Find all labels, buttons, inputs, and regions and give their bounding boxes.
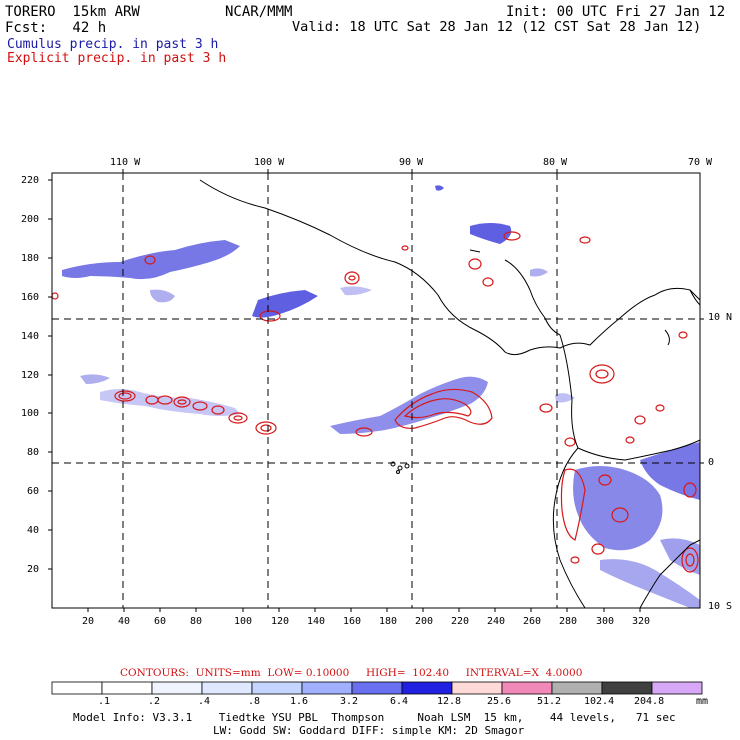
- colorbar-label: .1: [98, 696, 111, 707]
- forecast-hour: Fcst: 42 h: [5, 20, 107, 36]
- lat-lon-grid: [52, 173, 700, 608]
- x-tick: 180: [379, 616, 398, 627]
- y-tick: 120: [21, 370, 40, 381]
- tick-marks: [48, 169, 704, 612]
- y-tick: 160: [21, 292, 40, 303]
- valid-time: Valid: 18 UTC Sat 28 Jan 12 (12 CST Sat …: [292, 19, 702, 35]
- colorbar-label: 6.4: [390, 696, 409, 707]
- x-tick: 200: [415, 616, 434, 627]
- explicit-precip-contours: [51, 231, 699, 573]
- map-frame: [51, 172, 701, 609]
- colorbar-unit: mm: [696, 696, 709, 707]
- init-time: Init: 00 UTC Fri 27 Jan 12: [506, 4, 726, 20]
- lon-label-80w: 80 W: [543, 157, 568, 168]
- colorbar-swatch: [351, 681, 403, 695]
- y-tick: 20: [27, 564, 40, 575]
- x-tick: 260: [523, 616, 542, 627]
- lat-label-10n: 10 N: [708, 312, 733, 323]
- x-tick: 160: [343, 616, 362, 627]
- cumulus-legend: Cumulus precip. in past 3 h: [7, 37, 219, 52]
- model-title: TORERO 15km ARW: [5, 4, 140, 20]
- colorbar-label: 3.2: [340, 696, 359, 707]
- x-tick: 120: [271, 616, 290, 627]
- explicit-legend: Explicit precip. in past 3 h: [7, 51, 227, 66]
- x-tick: 220: [451, 616, 470, 627]
- x-tick: 280: [559, 616, 578, 627]
- colorbar-swatch: [301, 681, 353, 695]
- x-tick: 320: [632, 616, 651, 627]
- colorbar-label: 1.6: [290, 696, 309, 707]
- colorbar-swatch: [451, 681, 503, 695]
- lon-label-100w: 100 W: [254, 157, 285, 168]
- colorbar-label: 102.4: [584, 696, 615, 707]
- colorbar-swatch: [401, 681, 453, 695]
- x-tick: 240: [487, 616, 506, 627]
- coastlines: [199, 179, 701, 609]
- colorbar-swatch: [501, 681, 553, 695]
- lat-label-10s: 10 S: [708, 601, 733, 612]
- y-tick: 140: [21, 331, 40, 342]
- colorbar-label: 51.2: [537, 696, 562, 707]
- y-tick: 220: [21, 175, 40, 186]
- lon-label-70w: 70 W: [688, 157, 713, 168]
- y-tick: 60: [27, 486, 40, 497]
- contours-info: CONTOURS: UNITS=mm LOW= 0.10000 HIGH= 10…: [120, 667, 583, 679]
- physics-info: LW: Godd SW: Goddard DIFF: simple KM: 2D…: [213, 724, 525, 737]
- colorbar: [51, 681, 703, 695]
- colorbar-label: 204.8: [634, 696, 665, 707]
- colorbar-swatch: [551, 681, 603, 695]
- colorbar-swatch: [201, 681, 253, 695]
- colorbar-swatch: [151, 681, 203, 695]
- colorbar-label: .4: [198, 696, 211, 707]
- colorbar-label: 12.8: [437, 696, 462, 707]
- y-tick: 40: [27, 525, 40, 536]
- colorbar-label: 25.6: [487, 696, 512, 707]
- cumulus-precip-areas: [62, 185, 700, 608]
- colorbar-swatch: [251, 681, 303, 695]
- x-tick: 140: [307, 616, 326, 627]
- colorbar-label: .2: [148, 696, 161, 707]
- org-label: NCAR/MMM: [225, 4, 293, 20]
- y-tick: 200: [21, 214, 40, 225]
- y-tick: 100: [21, 408, 40, 419]
- lat-label-0: 0: [708, 457, 715, 468]
- x-tick: 80: [190, 616, 203, 627]
- x-tick: 100: [234, 616, 253, 627]
- colorbar-swatch: [601, 681, 653, 695]
- x-tick: 300: [596, 616, 615, 627]
- colorbar-swatch: [101, 681, 153, 695]
- y-tick: 80: [27, 447, 40, 458]
- lon-label-90w: 90 W: [399, 157, 424, 168]
- x-tick: 40: [118, 616, 131, 627]
- x-tick: 20: [82, 616, 95, 627]
- colorbar-label: .8: [248, 696, 261, 707]
- colorbar-swatch: [51, 681, 103, 695]
- x-tick: 60: [154, 616, 167, 627]
- lon-label-110w: 110 W: [110, 157, 141, 168]
- model-info: Model Info: V3.3.1 Tiedtke YSU PBL Thomp…: [73, 711, 676, 724]
- y-tick: 180: [21, 253, 40, 264]
- colorbar-swatch: [651, 681, 703, 695]
